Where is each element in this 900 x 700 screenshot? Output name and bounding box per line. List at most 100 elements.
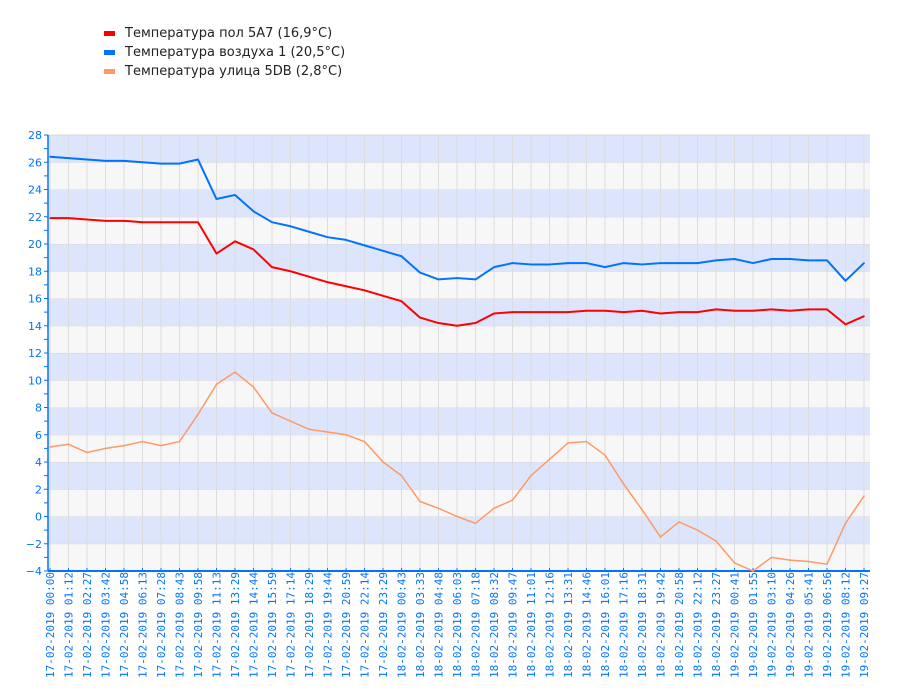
legend-item-street[interactable]: Температура улица 5DB (2,8°C) xyxy=(104,62,345,81)
data-point xyxy=(770,556,773,559)
data-point xyxy=(178,221,181,223)
legend-label: Температура воздуха 1 (20,5°C) xyxy=(125,45,346,60)
data-point xyxy=(234,194,236,196)
x-tick-label: 17-02-2019 00:00 xyxy=(44,572,57,678)
data-point xyxy=(289,225,292,228)
x-tick-label: 19-02-2019 00:41 xyxy=(729,572,742,678)
data-point xyxy=(326,281,329,283)
y-tick-label: 28 xyxy=(28,129,42,142)
data-point xyxy=(400,300,403,303)
x-tick-label: 18-02-2019 04:48 xyxy=(433,572,446,678)
x-tick-label: 18-02-2019 19:42 xyxy=(655,572,668,678)
data-point xyxy=(160,162,162,165)
data-point xyxy=(733,309,736,312)
data-point xyxy=(419,271,421,274)
x-tick-label: 18-02-2019 13:31 xyxy=(562,572,575,678)
y-tick-label: 10 xyxy=(28,374,42,387)
data-point xyxy=(234,240,236,243)
data-point xyxy=(548,458,551,461)
x-tick-label: 17-02-2019 19:44 xyxy=(322,572,335,678)
data-point xyxy=(400,255,403,258)
legend-swatch xyxy=(104,69,115,74)
grid-band xyxy=(48,325,870,353)
data-point xyxy=(123,444,125,447)
data-point xyxy=(659,312,662,315)
x-tick-label: 17-02-2019 22:14 xyxy=(359,572,372,678)
data-point xyxy=(326,431,329,433)
x-tick-label: 18-02-2019 11:01 xyxy=(525,572,538,678)
data-point xyxy=(733,562,736,564)
data-point xyxy=(622,311,625,313)
y-tick-label: 4 xyxy=(35,456,42,469)
data-point xyxy=(382,294,384,297)
data-point xyxy=(345,239,347,241)
y-tick-label: 8 xyxy=(35,402,42,415)
grid-band xyxy=(48,489,870,517)
x-tick-label: 19-02-2019 03:10 xyxy=(766,572,779,678)
x-tick-label: 17-02-2019 04:58 xyxy=(118,572,131,678)
data-point xyxy=(659,262,662,264)
data-point xyxy=(289,420,292,422)
data-point xyxy=(141,221,144,223)
data-point xyxy=(696,262,699,264)
data-point xyxy=(234,371,236,373)
data-point xyxy=(252,210,255,213)
data-point xyxy=(696,311,699,313)
data-point xyxy=(826,308,828,311)
y-tick-label: −4 xyxy=(26,565,42,578)
data-point xyxy=(345,285,347,288)
x-tick-label: 18-02-2019 03:33 xyxy=(414,572,427,678)
data-point xyxy=(67,157,70,159)
x-tick-label: 19-02-2019 05:41 xyxy=(803,572,816,678)
data-point xyxy=(733,258,736,260)
data-point xyxy=(49,446,51,448)
y-tick-label: 14 xyxy=(28,320,42,333)
legend-swatch xyxy=(104,31,115,36)
x-tick-label: 19-02-2019 06:56 xyxy=(821,572,834,678)
x-tick-label: 18-02-2019 12:16 xyxy=(544,572,557,678)
data-point xyxy=(215,198,218,200)
data-point xyxy=(548,311,551,313)
data-point xyxy=(141,161,144,164)
data-point xyxy=(585,262,588,264)
data-point xyxy=(585,440,588,443)
x-tick-label: 17-02-2019 23:29 xyxy=(377,572,390,678)
data-point xyxy=(752,262,754,264)
x-tick-label: 17-02-2019 01:12 xyxy=(63,572,76,678)
data-point xyxy=(844,279,847,282)
data-point xyxy=(363,289,366,292)
data-point xyxy=(419,316,421,319)
y-tick-label: −2 xyxy=(26,538,42,551)
data-point xyxy=(49,217,51,219)
legend-item-floor[interactable]: Температура пол 5A7 (16,9°C) xyxy=(104,24,345,43)
data-point xyxy=(456,277,458,279)
data-point xyxy=(807,308,810,311)
data-point xyxy=(178,440,181,443)
data-point xyxy=(789,309,791,312)
x-tick-label: 17-02-2019 17:14 xyxy=(285,572,298,678)
data-point xyxy=(123,160,125,162)
legend: Температура пол 5A7 (16,9°C) Температура… xyxy=(104,24,345,81)
data-point xyxy=(252,248,255,251)
x-tick-label: 17-02-2019 07:28 xyxy=(155,572,168,678)
data-point xyxy=(49,156,51,158)
grid-band xyxy=(48,244,870,272)
data-point xyxy=(604,454,606,456)
grid-band xyxy=(48,216,870,244)
x-tick-label: 18-02-2019 17:16 xyxy=(618,572,631,678)
x-tick-label: 18-02-2019 00:43 xyxy=(396,572,409,678)
data-point xyxy=(308,428,310,431)
data-point xyxy=(474,322,477,324)
data-point xyxy=(474,278,477,281)
x-tick-label: 19-02-2019 09:27 xyxy=(858,572,871,678)
data-point xyxy=(678,262,680,264)
data-point xyxy=(641,309,643,312)
x-tick-label: 17-02-2019 02:27 xyxy=(81,572,94,678)
data-point xyxy=(419,500,421,503)
data-point xyxy=(696,529,699,531)
x-tick-label: 17-02-2019 18:29 xyxy=(303,572,316,678)
data-point xyxy=(437,507,440,510)
data-point xyxy=(160,221,162,223)
x-tick-label: 18-02-2019 23:27 xyxy=(710,572,723,678)
legend-item-air[interactable]: Температура воздуха 1 (20,5°C) xyxy=(104,43,345,62)
